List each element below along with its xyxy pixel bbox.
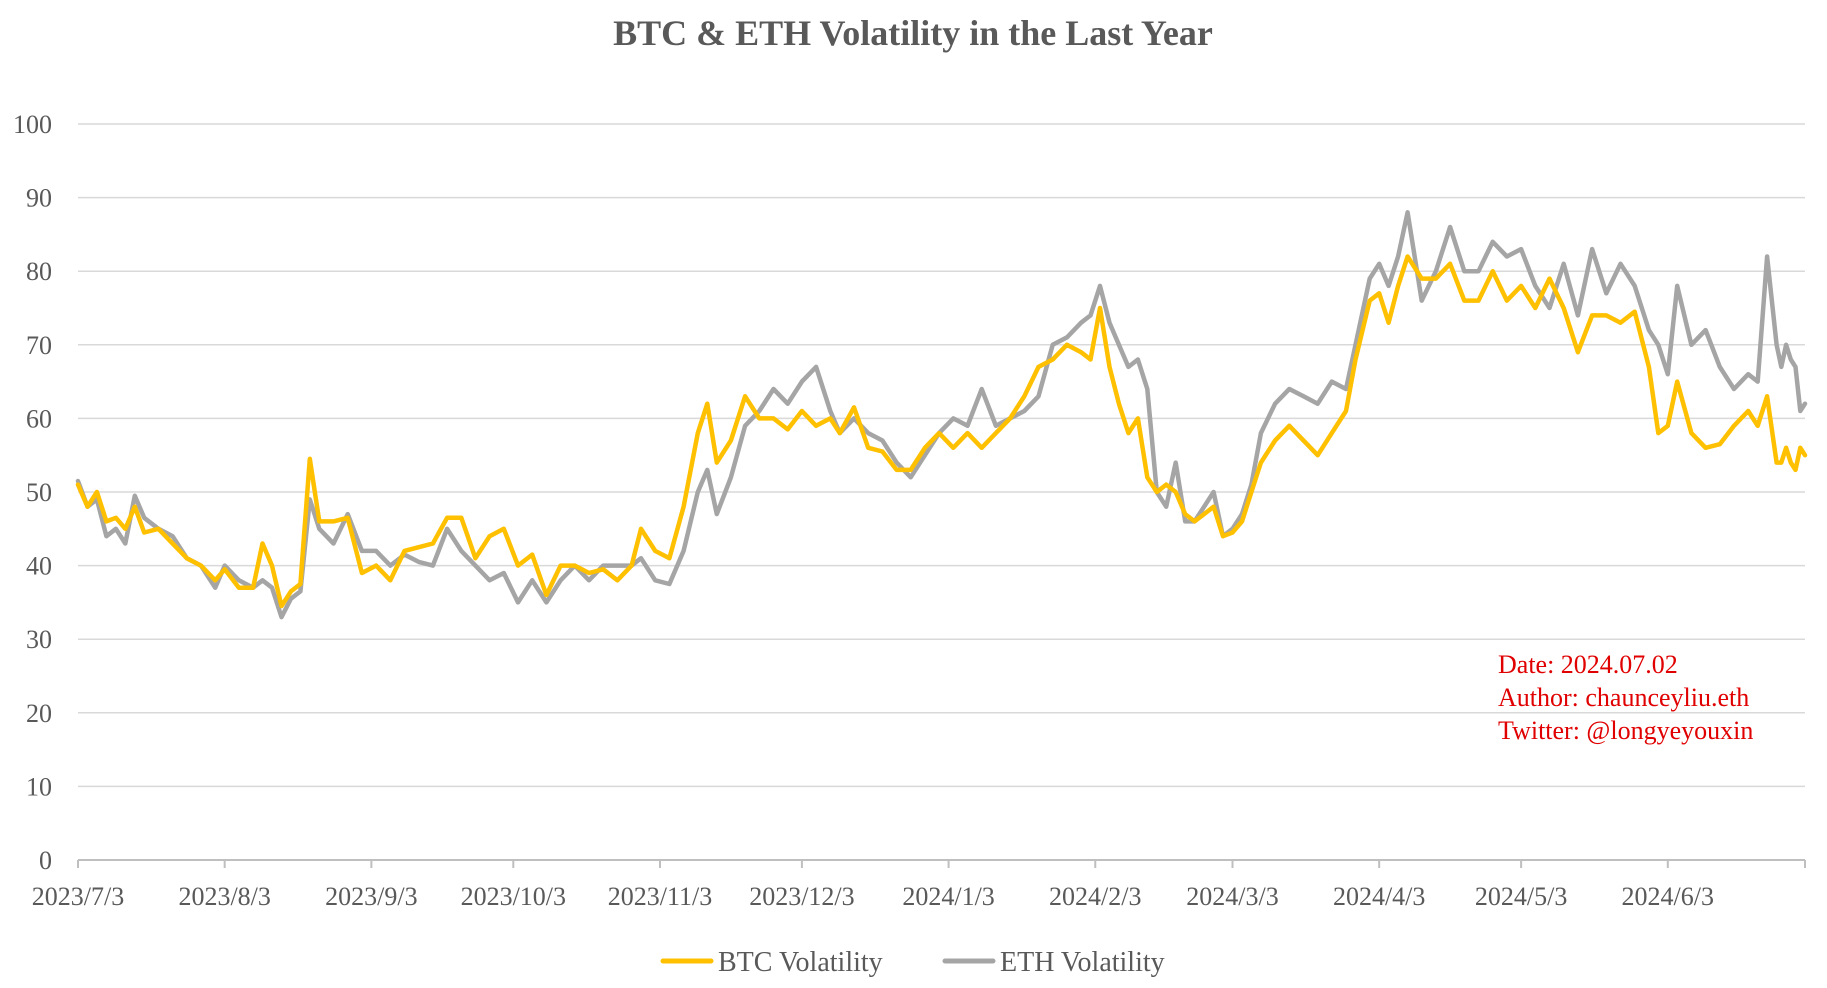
y-tick-label: 40 [26, 552, 52, 581]
series-lines [75, 210, 1808, 620]
x-tick-label: 2024/4/3 [1333, 882, 1425, 911]
x-tick-label: 2023/7/3 [32, 882, 124, 911]
annotation-block: Date: 2024.07.02 Author: chaunceyliu.eth T… [1498, 650, 1753, 745]
x-tick-label: 2023/11/3 [608, 882, 712, 911]
y-tick-label: 20 [26, 699, 52, 728]
y-tick-label: 10 [26, 772, 52, 801]
y-tick-label: 50 [26, 478, 52, 507]
annotation-text: Author: chaunceyliu.eth [1498, 683, 1749, 712]
y-tick-label: 30 [26, 625, 52, 654]
x-tick-label: 2024/2/3 [1049, 882, 1141, 911]
legend: BTC Volatility ETH Volatility [660, 947, 1165, 978]
grid-lines [78, 123, 1805, 788]
x-axis: 2023/7/3 2023/8/3 2023/9/3 2023/10/3 2023/11… [32, 859, 1806, 911]
annotation-text: Twitter: @longyeyouxin [1498, 716, 1753, 745]
btc-volatility-legend-label: BTC Volatility [718, 947, 883, 978]
x-tick-label: 2023/9/3 [325, 882, 417, 911]
chart-title: BTC & ETH Volatility in the Last Year [613, 13, 1213, 53]
x-tick-label: 2023/10/3 [461, 882, 566, 911]
x-tick-label: 2023/8/3 [178, 882, 270, 911]
y-axis-ticks: 0 10 20 30 40 50 60 70 80 90 100 [13, 110, 52, 875]
y-tick-label: 0 [39, 846, 52, 875]
btc-volatility-line [75, 254, 1808, 609]
x-tick-label: 2024/6/3 [1622, 882, 1714, 911]
annotation-text: Date: 2024.07.02 [1498, 650, 1678, 679]
x-tick-label: 2024/1/3 [902, 882, 994, 911]
y-tick-label: 90 [26, 184, 52, 213]
eth-volatility-legend-label: ETH Volatility [1000, 947, 1165, 978]
eth-volatility-line [75, 210, 1808, 620]
x-tick-label: 2023/12/3 [749, 882, 854, 911]
y-tick-label: 100 [13, 110, 52, 139]
y-tick-label: 70 [26, 331, 52, 360]
x-tick-label: 2024/5/3 [1475, 882, 1567, 911]
y-tick-label: 60 [26, 404, 52, 433]
y-tick-label: 80 [26, 257, 52, 286]
x-tick-label: 2024/3/3 [1186, 882, 1278, 911]
